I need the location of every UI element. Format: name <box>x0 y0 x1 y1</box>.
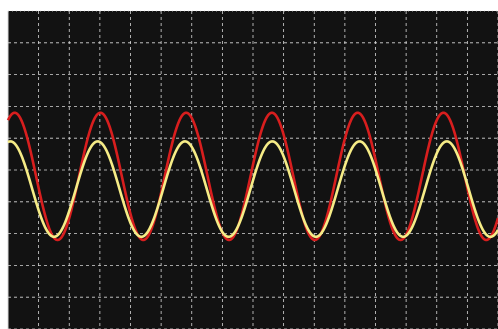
series-line-1 <box>6 111 498 242</box>
series-group <box>6 111 498 242</box>
series-line-2 <box>7 140 498 239</box>
